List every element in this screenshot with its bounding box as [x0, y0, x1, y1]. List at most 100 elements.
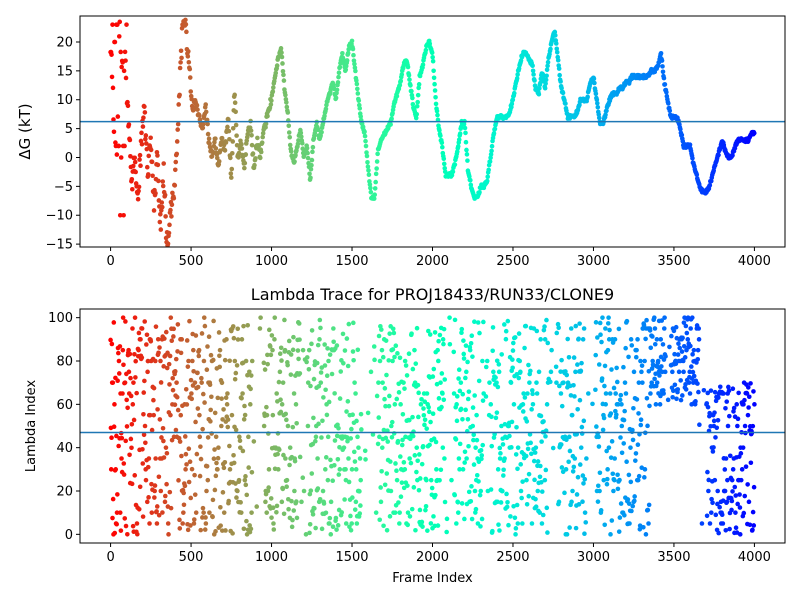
lambda-point [126, 369, 132, 375]
lambda-point [153, 358, 158, 364]
delta-g-point [194, 103, 200, 108]
lambda-point [526, 493, 532, 499]
lambda-point [140, 461, 146, 466]
delta-g-point [116, 143, 122, 149]
lambda-point [447, 315, 452, 320]
lambda-point [595, 483, 601, 489]
lambda-point [200, 515, 205, 520]
lambda-point [197, 473, 203, 479]
lambda-point [737, 492, 742, 497]
delta-g-point [203, 109, 209, 115]
lambda-point [191, 521, 197, 526]
delta-g-point [485, 174, 491, 180]
lambda-point [515, 521, 521, 526]
delta-g-point [389, 116, 394, 121]
lambda-point [254, 504, 260, 509]
lambda-point [110, 380, 116, 385]
delta-g-point [333, 95, 339, 101]
lambda-point [134, 390, 139, 396]
delta-g-point [159, 200, 165, 205]
lambda-point [612, 477, 617, 483]
lambda-point [285, 423, 291, 429]
lambda-point [573, 323, 579, 329]
delta-g-panel: 0 500 1000 1500 2000 2500 3000 3500 4000 −15−10−… [16, 15, 786, 269]
lambda-point [265, 488, 271, 494]
lambda-point [726, 388, 732, 394]
lambda-point [748, 460, 754, 466]
delta-g-point [351, 52, 356, 58]
lambda-point [281, 511, 287, 517]
lambda-point [683, 323, 689, 329]
lambda-point [468, 499, 474, 504]
lambda-point [211, 456, 217, 462]
lambda-point [436, 338, 441, 344]
lambda-point [600, 315, 605, 320]
lambda-point [415, 458, 420, 464]
delta-g-point [716, 152, 721, 158]
delta-g-point [432, 88, 438, 93]
delta-g-point [249, 132, 254, 138]
lambda-point [181, 510, 186, 515]
delta-g-point [110, 85, 116, 91]
lambda-point [602, 522, 608, 528]
delta-g-point [658, 51, 664, 56]
lambda-point [513, 532, 518, 537]
lambda-point [652, 326, 658, 331]
lambda-point [510, 357, 515, 362]
lambda-point [574, 492, 580, 497]
delta-g-point [148, 147, 154, 153]
delta-g-point [111, 117, 116, 122]
lambda-point [149, 427, 155, 433]
lambda-point [580, 473, 586, 478]
lambda-point [388, 459, 393, 464]
lambda-point [529, 388, 535, 393]
delta-g-point [171, 195, 177, 201]
lambda-point [509, 445, 514, 450]
lambda-point [535, 459, 541, 464]
delta-g-point [177, 65, 183, 71]
delta-g-x-tick-label: 3000 [577, 254, 610, 269]
delta-g-point [253, 156, 258, 161]
delta-g-point [662, 82, 668, 87]
lambda-point [398, 402, 403, 407]
lambda-point [480, 358, 485, 364]
lambda-point [504, 504, 510, 510]
lambda-point [432, 330, 438, 335]
lambda-point [337, 467, 343, 472]
delta-g-point [319, 129, 324, 135]
delta-g-point [694, 172, 700, 178]
lambda-point [573, 525, 579, 531]
lambda-point [431, 366, 437, 372]
lambda-point [471, 462, 477, 467]
delta-g-point [430, 58, 436, 64]
lambda-point [652, 376, 657, 382]
lambda-point [166, 532, 171, 537]
lambda-point [500, 442, 506, 447]
lambda-point [277, 369, 283, 375]
lambda-point [284, 417, 289, 423]
lambda-point [201, 315, 207, 320]
lambda-point [393, 461, 398, 466]
lambda-point [733, 525, 739, 530]
lambda-point [679, 349, 685, 354]
lambda-point [231, 335, 237, 341]
lambda-point [554, 330, 560, 336]
lambda-point [342, 497, 347, 502]
lambda-point [472, 488, 478, 494]
lambda-point [373, 510, 379, 515]
lambda-point [424, 391, 430, 396]
delta-g-point [441, 161, 447, 167]
lambda-point [567, 434, 572, 440]
lambda-point [237, 434, 242, 440]
lambda-point [455, 499, 461, 505]
lambda-point [238, 445, 243, 450]
lambda-point [116, 358, 122, 364]
lambda-point [479, 516, 485, 522]
delta-g-point [563, 101, 568, 106]
lambda-point [286, 338, 292, 344]
lambda-point [476, 479, 481, 484]
lambda-point [270, 347, 275, 353]
delta-g-point [228, 171, 234, 176]
lambda-point [711, 418, 717, 424]
lambda-point [345, 399, 351, 404]
